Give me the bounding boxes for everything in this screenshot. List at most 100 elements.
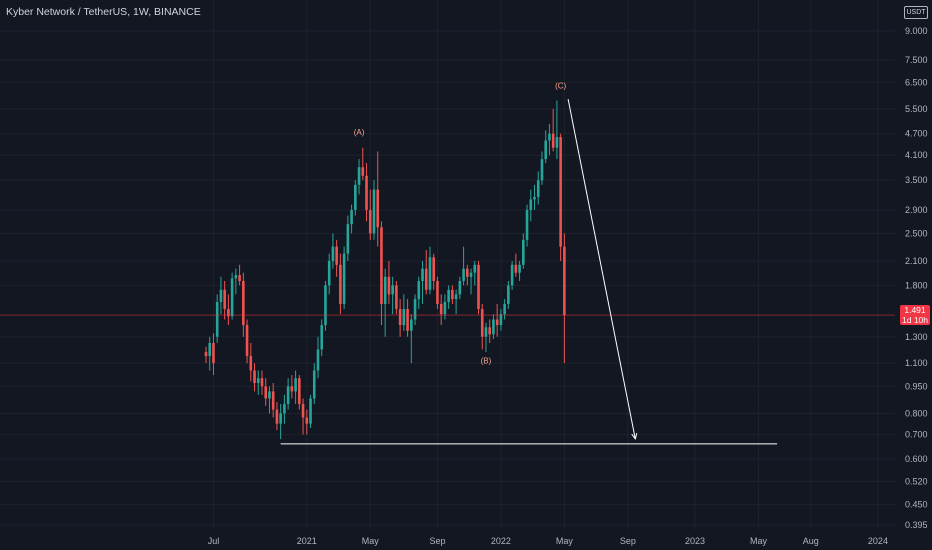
candle-body [260, 378, 264, 387]
time-tick-label: May [750, 536, 768, 546]
symbol-name: Kyber Network / TetherUS [6, 6, 128, 18]
candle-body [413, 299, 417, 320]
candle-body [361, 167, 365, 176]
price-tick-label: 9.000 [905, 26, 928, 36]
candle-body [223, 289, 226, 309]
candle-body [424, 268, 428, 290]
candle-body [283, 403, 286, 414]
candle-body [518, 264, 521, 273]
candle-body [492, 319, 495, 335]
price-tick-label: 2.100 [905, 256, 928, 266]
price-tick-label: 2.500 [905, 228, 928, 238]
candle-body [316, 349, 320, 371]
candle-body [227, 308, 230, 317]
candle-body [339, 264, 342, 304]
candle-body [499, 314, 503, 326]
candle-body [238, 275, 241, 282]
time-tick-label: May [362, 536, 380, 546]
candle-body [402, 308, 406, 326]
candle-body [212, 342, 215, 364]
candle-body [230, 278, 234, 317]
candle-body [417, 281, 421, 300]
candle-body [398, 308, 402, 326]
price-tick-label: 0.800 [905, 408, 928, 418]
wave-label: (B) [481, 356, 492, 365]
candle-body [536, 180, 540, 197]
current-price: 1.491 [904, 305, 926, 316]
candle-body [458, 281, 462, 295]
price-tick-label: 1.100 [905, 358, 928, 368]
candle-body [495, 319, 499, 326]
candle-body [525, 209, 529, 240]
price-tick-label: 1.300 [905, 332, 928, 342]
candle-body [256, 378, 260, 384]
candle-body [320, 325, 324, 350]
candle-body [249, 356, 253, 371]
candle-body [279, 413, 282, 424]
candle-body [395, 285, 398, 309]
price-tick-label: 0.450 [905, 499, 928, 509]
price-tick-label: 0.395 [905, 520, 928, 530]
candle-body [242, 281, 245, 326]
candle-body [548, 133, 551, 141]
price-tick-label: 1.800 [905, 280, 928, 290]
current-price-tag: 1.491 1d 10h [900, 305, 930, 326]
candle-body [383, 276, 387, 304]
projection-arrow [567, 98, 636, 439]
annotations: (A) (B) (C) [0, 81, 895, 445]
candle-body [443, 301, 447, 315]
candle-body [510, 264, 514, 286]
candle-body [507, 285, 510, 304]
candle-body [428, 257, 432, 290]
price-tick-label: 0.700 [905, 430, 928, 440]
candle-body [346, 224, 350, 254]
currency-unit-button[interactable]: USDT [904, 6, 928, 19]
arrow-head [631, 432, 638, 441]
candle-body [305, 417, 309, 424]
candle-body [387, 276, 391, 295]
candle-body [410, 319, 413, 331]
candle-body [301, 403, 305, 418]
candle-body [551, 133, 555, 148]
candle-body [335, 246, 338, 265]
time-tick-label: 2022 [491, 536, 511, 546]
chart-title: Kyber Network / TetherUS, 1W, BINANCE [6, 6, 201, 18]
candle-body [540, 159, 544, 181]
time-tick-label: 2024 [868, 536, 888, 546]
candle-body [204, 352, 208, 357]
candle-body [380, 227, 383, 304]
candle-body [529, 199, 533, 210]
candle-body [354, 184, 357, 210]
candle-body [544, 140, 548, 160]
candle-body [469, 272, 473, 277]
time-tick-label: 2021 [297, 536, 317, 546]
time-axis: Jul 2021 May Sep 2022 May Sep 2023 May Aug 2024 [208, 536, 888, 546]
time-tick-label: Sep [429, 536, 445, 546]
candle-body [514, 264, 518, 273]
candle-body [294, 378, 297, 392]
candle-body [421, 268, 424, 282]
candle-body [290, 386, 294, 392]
candle-body [234, 275, 238, 279]
exchange: BINANCE [154, 6, 201, 18]
price-tick-label: 3.500 [905, 175, 928, 185]
candle-body [439, 303, 443, 315]
candle-body [480, 308, 484, 337]
title-separator: , [127, 6, 134, 18]
candle-body [372, 189, 376, 234]
wave-label: (C) [555, 81, 566, 90]
candle-body [488, 327, 492, 335]
price-tick-label: 0.600 [905, 454, 928, 464]
time-tick-label: Jul [208, 536, 220, 546]
grid [0, 0, 895, 530]
candle-body [215, 301, 219, 337]
price-tick-label: 5.500 [905, 104, 928, 114]
title-separator: , [148, 6, 155, 18]
price-tick-label: 6.500 [905, 77, 928, 87]
interval: 1W [133, 6, 149, 18]
bar-countdown: 1d 10h [902, 315, 928, 326]
candle-body [368, 209, 372, 234]
candle-body [473, 264, 477, 273]
